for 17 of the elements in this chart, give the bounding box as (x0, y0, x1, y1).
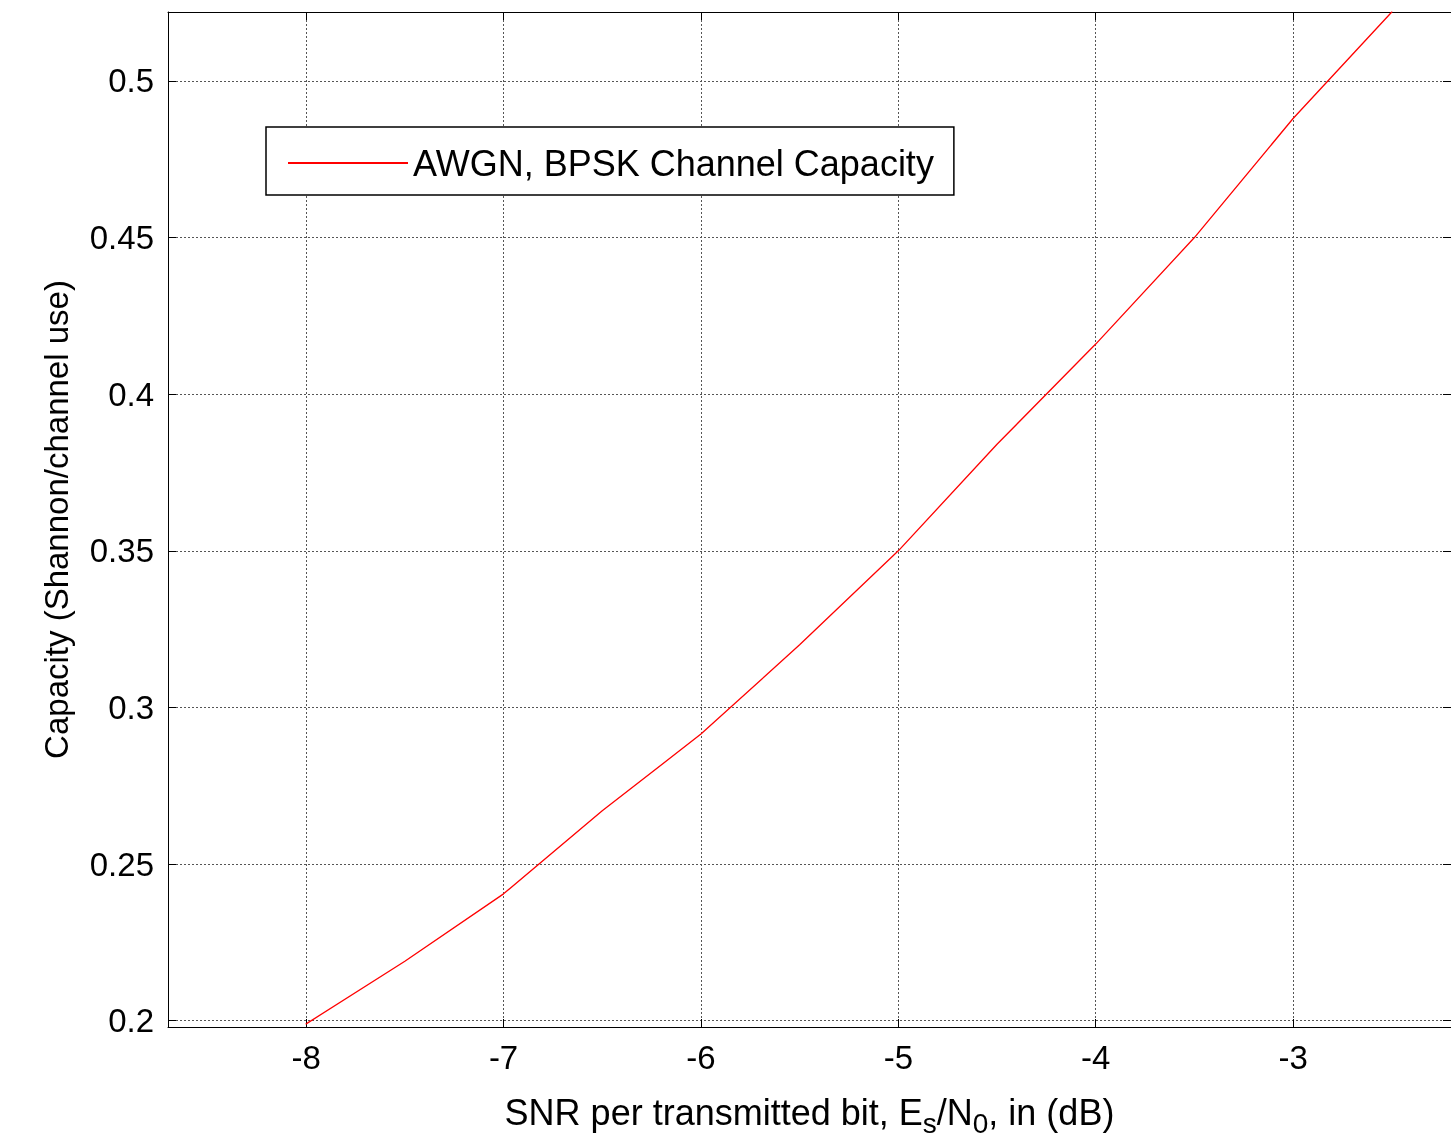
x-tick-label: -8 (291, 1039, 321, 1076)
x-tick-label: -6 (686, 1039, 716, 1076)
y-tick-label: 0.35 (89, 532, 154, 570)
y-tick-label: 0.45 (89, 219, 154, 257)
x-tick-label: -7 (488, 1039, 519, 1076)
x-tick-label: -5 (883, 1039, 913, 1076)
y-tick-label: 0.4 (108, 375, 154, 413)
y-tick-label: 0.3 (108, 688, 154, 726)
legend-label: AWGN, BPSK Channel Capacity (413, 142, 934, 184)
y-tick-label: 0.2 (108, 1002, 154, 1040)
y-axis-title: Capacity (Shannon/channel use) (38, 280, 75, 759)
line-series (305, 11, 1393, 1025)
x-tick-label: -4 (1081, 1039, 1111, 1076)
x-tick-label: -3 (1278, 1039, 1308, 1076)
x-axis-title: SNR per transmitted bit, E$_{s}$/N$_{0}$, in (dB) (503, 1092, 1116, 1141)
y-tick-label: 0.25 (89, 845, 154, 883)
y-tick-label: 0.5 (108, 62, 154, 100)
